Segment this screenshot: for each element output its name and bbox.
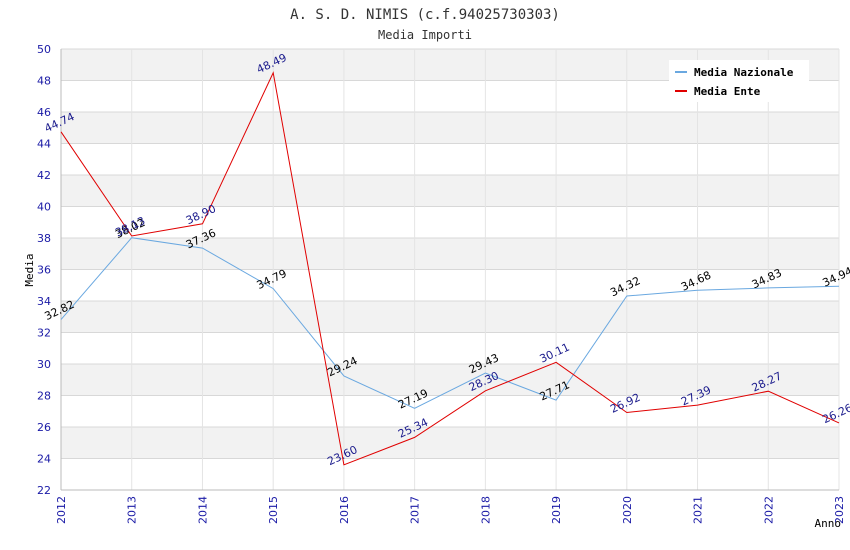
series-line-media-nazionale — [60, 237, 840, 409]
plot-band — [61, 332, 839, 364]
plot-band — [61, 301, 839, 333]
plot-band — [61, 206, 839, 238]
y-tick-label: 48 — [37, 75, 51, 88]
x-tick-label: 2020 — [621, 496, 634, 524]
x-axis-title: Anno — [815, 517, 842, 530]
legend-label: Media Ente — [694, 85, 761, 98]
chart-title: A. S. D. NIMIS (c.f.94025730303) — [290, 7, 560, 23]
y-tick-label: 40 — [37, 201, 51, 214]
y-tick-label: 46 — [37, 106, 51, 119]
y-tick-labels: 22 24 26 28 30 32 34 36 38 40 42 44 46 48 50 — [37, 43, 51, 497]
y-tick-label: 26 — [37, 421, 51, 434]
y-axis-title: Media — [23, 253, 36, 286]
chart-subtitle: Media Importi — [378, 28, 472, 42]
axes — [60, 49, 839, 491]
plot-band — [61, 175, 839, 207]
x-tick-label: 2015 — [267, 496, 280, 524]
y-tick-label: 32 — [37, 327, 51, 340]
legend: Media Nazionale Media Ente — [669, 60, 809, 102]
x-tick-label: 2013 — [126, 496, 139, 524]
x-tick-label: 2023 — [833, 496, 846, 524]
plot-band — [61, 143, 839, 175]
plot-band — [61, 458, 839, 490]
x-tick-labels: 2012 2013 2014 2015 2016 2017 2018 2019 2020 2021… — [55, 496, 846, 524]
y-tick-label: 24 — [37, 453, 51, 466]
x-tick-label: 2019 — [550, 496, 563, 524]
plot-band — [61, 395, 839, 427]
y-tick-label: 28 — [37, 390, 51, 403]
plot-band — [61, 112, 839, 144]
y-tick-label: 30 — [37, 358, 51, 371]
series-line-media-ente — [60, 71, 840, 466]
legend-box — [669, 60, 809, 102]
y-tick-label: 44 — [37, 138, 51, 151]
y-tick-label: 42 — [37, 169, 51, 182]
x-tick-label: 2016 — [338, 496, 351, 524]
x-tick-label: 2018 — [479, 496, 492, 524]
x-tick-label: 2014 — [196, 496, 209, 524]
x-tick-label: 2022 — [762, 496, 775, 524]
x-tick-label: 2021 — [692, 496, 705, 524]
plot-band — [61, 427, 839, 459]
plot-band — [61, 238, 839, 270]
plot-bands — [61, 49, 839, 490]
y-tick-label: 36 — [37, 264, 51, 277]
series-lines — [60, 71, 840, 466]
y-tick-label: 38 — [37, 232, 51, 245]
x-tick-label: 2017 — [409, 496, 422, 524]
y-tick-label: 22 — [37, 484, 51, 497]
gridlines — [60, 48, 840, 491]
y-tick-label: 34 — [37, 295, 51, 308]
y-tick-label: 50 — [37, 43, 51, 56]
plot-band — [61, 269, 839, 301]
legend-label: Media Nazionale — [694, 66, 794, 79]
x-tick-label: 2012 — [55, 496, 68, 524]
